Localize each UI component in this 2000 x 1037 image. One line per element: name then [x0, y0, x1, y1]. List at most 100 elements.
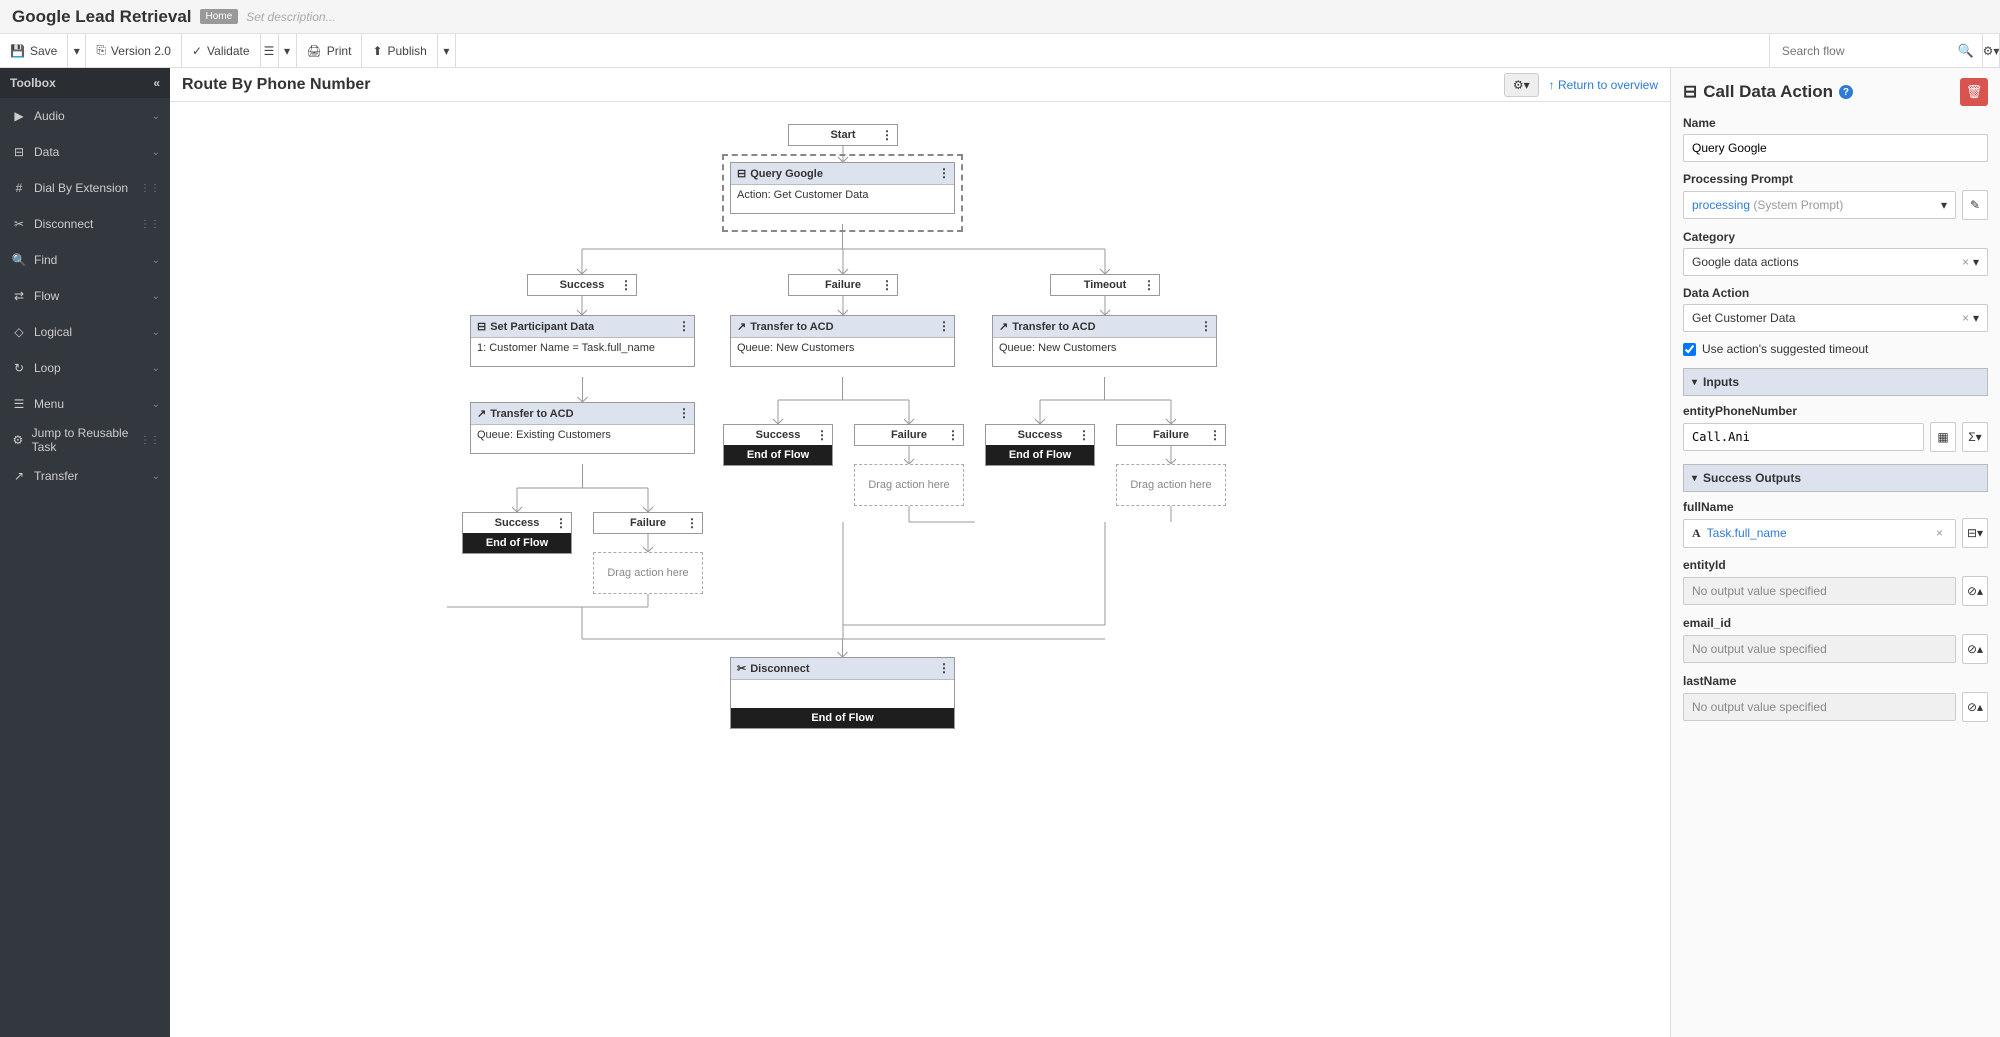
help-icon[interactable]: ? [1839, 85, 1853, 99]
success-outcome[interactable]: Success⋮End of Flow [985, 424, 1095, 466]
edit-prompt-button[interactable]: ✎ [1962, 190, 1988, 220]
failure-outcome[interactable]: Failure⋮ [854, 424, 964, 446]
processing-select[interactable]: processing (System Prompt) ▾ [1683, 191, 1956, 219]
drag-action-placeholder[interactable]: Drag action here [1116, 464, 1226, 506]
sidebar-item-icon: ↻ [10, 361, 28, 375]
success-outcome[interactable]: Success⋮ [527, 274, 637, 296]
upload-icon: ⬆ [372, 44, 382, 58]
out3-select[interactable]: No output value specified [1683, 635, 1956, 663]
return-overview-link[interactable]: ↑ Return to overview [1549, 78, 1658, 92]
version-button[interactable]: ⎘Version 2.0 [86, 34, 182, 67]
publish-dropdown[interactable]: ▾ [438, 34, 456, 67]
name-input[interactable] [1683, 134, 1988, 162]
print-button[interactable]: 🖨Print [297, 34, 363, 67]
list-dropdown[interactable]: ▾ [279, 34, 297, 67]
node-menu-icon[interactable]: ⋮ [1078, 428, 1090, 442]
out4-menu[interactable]: ⊘▴ [1962, 692, 1988, 722]
delete-button[interactable]: 🗑 [1960, 78, 1988, 106]
description-placeholder[interactable]: Set description... [246, 10, 335, 24]
out2-select[interactable]: No output value specified [1683, 577, 1956, 605]
disconnect-icon: ✂ [737, 662, 746, 675]
drag-action-placeholder[interactable]: Drag action here [854, 464, 964, 506]
sidebar-item-loop[interactable]: ↻Loop⌄ [0, 350, 170, 386]
drag-action-placeholder[interactable]: Drag action here [593, 552, 703, 594]
fx-button[interactable]: Σ▾ [1962, 422, 1988, 452]
out1-menu[interactable]: ⊟▾ [1962, 518, 1988, 548]
search-icon[interactable]: 🔍 [1958, 43, 1974, 59]
failure-outcome[interactable]: Failure⋮ [593, 512, 703, 534]
clear-icon[interactable]: × [1958, 311, 1973, 325]
sidebar-item-jump-to-reusable-task[interactable]: ⚙Jump to Reusable Task⋮⋮ [0, 422, 170, 458]
sidebar-item-label: Flow [34, 289, 59, 303]
sidebar-item-label: Loop [34, 361, 61, 375]
out2-menu[interactable]: ⊘▴ [1962, 576, 1988, 606]
node-menu-icon[interactable]: ⋮ [555, 516, 567, 530]
outputs-section-header[interactable]: ▾ Success Outputs [1683, 464, 1988, 492]
collapse-icon[interactable]: « [153, 76, 160, 90]
node-menu-icon[interactable]: ⋮ [1143, 278, 1155, 292]
failure-outcome[interactable]: Failure⋮ [788, 274, 898, 296]
node-menu-icon[interactable]: ⋮ [881, 128, 893, 142]
node-menu-icon[interactable]: ⋮ [678, 406, 690, 420]
validate-button[interactable]: ✓Validate [182, 34, 261, 67]
node-menu-icon[interactable]: ⋮ [938, 166, 950, 180]
node-menu-icon[interactable]: ⋮ [686, 516, 698, 530]
settings-button[interactable]: ⚙▾ [1982, 34, 2000, 67]
node-menu-icon[interactable]: ⋮ [881, 278, 893, 292]
node-menu-icon[interactable]: ⋮ [1200, 319, 1212, 333]
clear-icon[interactable]: × [1932, 526, 1947, 540]
transfer-to-acd-node[interactable]: ↗Transfer to ACD⋮Queue: Existing Custome… [470, 402, 695, 454]
publish-button[interactable]: ⬆Publish [362, 34, 437, 67]
sidebar-item-transfer[interactable]: ↗Transfer⌄ [0, 458, 170, 494]
node-menu-icon[interactable]: ⋮ [678, 319, 690, 333]
start-node[interactable]: Start⋮ [788, 124, 898, 146]
timeout-checkbox-row[interactable]: Use action's suggested timeout [1683, 342, 1988, 356]
success-outcome[interactable]: Success⋮End of Flow [723, 424, 833, 466]
data-action-select[interactable]: Get Customer Data × ▾ [1683, 304, 1988, 332]
expression-button[interactable]: ▦ [1930, 422, 1956, 452]
node-menu-icon[interactable]: ⋮ [938, 319, 950, 333]
sidebar-item-dial-by-extension[interactable]: #Dial By Extension⋮⋮ [0, 170, 170, 206]
sidebar-item-menu[interactable]: ☰Menu⌄ [0, 386, 170, 422]
home-badge[interactable]: Home [200, 9, 239, 24]
failure-outcome[interactable]: Failure⋮ [1116, 424, 1226, 446]
category-select[interactable]: Google data actions × ▾ [1683, 248, 1988, 276]
success-outcome[interactable]: Success⋮End of Flow [462, 512, 572, 554]
query-google-node[interactable]: ⊟Query Google⋮Action: Get Customer Data [730, 162, 955, 214]
tree-view-button[interactable]: ⚙▾ [1504, 73, 1539, 97]
node-menu-icon[interactable]: ⋮ [947, 428, 959, 442]
timeout-checkbox[interactable] [1683, 343, 1696, 356]
set-participant-data-node[interactable]: ⊟Set Participant Data⋮1: Customer Name =… [470, 315, 695, 367]
flow-canvas[interactable]: Start⋮ ⊟Query Google⋮Action: Get Customer… [170, 102, 1670, 1037]
save-dropdown[interactable]: ▾ [68, 34, 86, 67]
node-menu-icon[interactable]: ⋮ [816, 428, 828, 442]
out4-select[interactable]: No output value specified [1683, 693, 1956, 721]
save-button[interactable]: 💾Save [0, 34, 68, 67]
input1-label: entityPhoneNumber [1683, 404, 1988, 418]
out1-select[interactable]: A Task.full_name × [1683, 519, 1956, 548]
timeout-outcome[interactable]: Timeout⋮ [1050, 274, 1160, 296]
input1-value[interactable] [1683, 423, 1924, 451]
node-menu-icon[interactable]: ⋮ [620, 278, 632, 292]
clear-icon[interactable]: × [1958, 255, 1973, 269]
name-label: Name [1683, 116, 1988, 130]
sidebar-item-data[interactable]: ⊟Data⌄ [0, 134, 170, 170]
out3-menu[interactable]: ⊘▴ [1962, 634, 1988, 664]
transfer-to-acd-node[interactable]: ↗Transfer to ACD⋮Queue: New Customers [730, 315, 955, 367]
action-icon: ↗ [999, 320, 1008, 333]
data-icon: ⊟ [737, 167, 746, 180]
search-input[interactable] [1778, 40, 1958, 62]
sidebar-item-flow[interactable]: ⇄Flow⌄ [0, 278, 170, 314]
node-menu-icon[interactable]: ⋮ [938, 661, 950, 675]
action-icon: ↗ [477, 407, 486, 420]
transfer-to-acd-node[interactable]: ↗Transfer to ACD⋮Queue: New Customers [992, 315, 1217, 367]
node-menu-icon[interactable]: ⋮ [1209, 428, 1221, 442]
inputs-section-header[interactable]: ▾ Inputs [1683, 368, 1988, 396]
disconnect-node[interactable]: ✂Disconnect⋮End of Flow [730, 657, 955, 729]
search-flow[interactable]: 🔍 [1769, 34, 1982, 67]
sidebar-item-disconnect[interactable]: ✂Disconnect⋮⋮ [0, 206, 170, 242]
list-button[interactable]: ☰ [261, 34, 279, 67]
sidebar-item-audio[interactable]: ▶Audio⌄ [0, 98, 170, 134]
sidebar-item-find[interactable]: 🔍Find⌄ [0, 242, 170, 278]
sidebar-item-logical[interactable]: ◇Logical⌄ [0, 314, 170, 350]
